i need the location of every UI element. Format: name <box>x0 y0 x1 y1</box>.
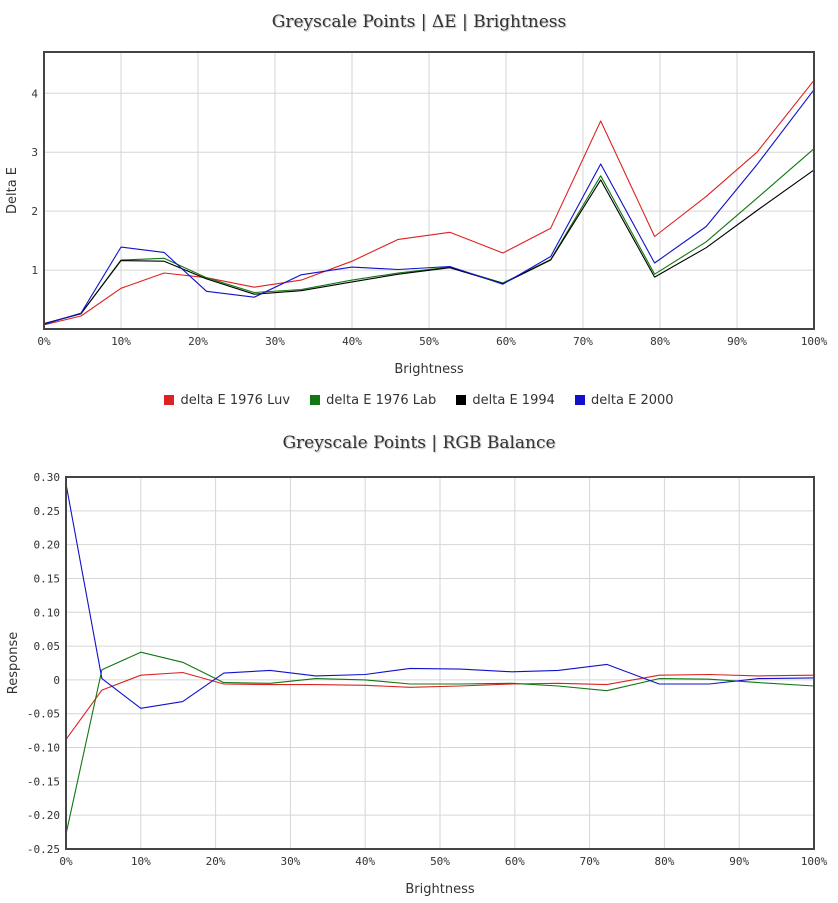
chart-title-delta-e: Greyscale Points | ΔE | Brightness <box>271 12 567 32</box>
y-tick-label: 1 <box>31 264 38 277</box>
x-tick-label: 90% <box>727 335 747 348</box>
y-tick-label: 0.20 <box>34 539 61 552</box>
y-axis-label: Delta E <box>5 167 20 214</box>
x-tick-label: 60% <box>505 855 525 868</box>
legend-swatch-luv <box>164 395 175 405</box>
x-tick-label: 80% <box>650 335 670 348</box>
series-line-2 <box>65 483 815 709</box>
series-line-0 <box>43 79 815 326</box>
x-axis-label: Brightness <box>394 362 463 377</box>
legend-swatch-lab <box>310 395 321 405</box>
y-tick-label: -0.05 <box>27 708 60 721</box>
y-tick-label: -0.15 <box>27 775 60 788</box>
x-tick-label: 20% <box>188 335 208 348</box>
x-tick-label: 90% <box>729 855 749 868</box>
y-tick-label: 0.15 <box>34 572 61 585</box>
y-tick-label: -0.10 <box>27 742 60 755</box>
y-tick-label: 0.30 <box>34 471 61 484</box>
y-tick-label: 2 <box>31 205 38 218</box>
delta-e-chart: 0% 10% 20% 30% 40% 50% 60% 70% 80% 90% 100% 1 2 3 4 Bri… <box>5 51 828 377</box>
y-tick-label: 0.25 <box>34 505 61 518</box>
legend-swatch-2000 <box>575 395 586 405</box>
x-tick-label: 70% <box>573 335 593 348</box>
legend-swatch-1994 <box>456 395 467 405</box>
x-tick-label: 10% <box>131 855 151 868</box>
x-tick-label: 100% <box>801 335 828 348</box>
x-tick-label: 40% <box>342 335 362 348</box>
x-tick-label: 60% <box>496 335 516 348</box>
series-line-1 <box>65 651 815 835</box>
legend-item-2000[interactable]: delta E 2000 <box>575 393 674 408</box>
plot-border <box>43 51 815 330</box>
x-tick-label: 0% <box>37 335 51 348</box>
x-tick-label: 30% <box>265 335 285 348</box>
y-tick-label: 0 <box>53 674 60 687</box>
x-tick-label: 100% <box>801 855 828 868</box>
legend-label-1994: delta E 1994 <box>472 393 555 408</box>
y-tick-label: 3 <box>31 146 38 159</box>
x-axis-label: Brightness <box>405 882 474 897</box>
y-tick-label: 0.10 <box>34 606 61 619</box>
x-tick-label: 30% <box>280 855 300 868</box>
y-tick-label: 0.05 <box>34 640 61 653</box>
x-tick-label: 0% <box>59 855 73 868</box>
y-axis-label: Response <box>6 632 21 694</box>
series-line-1 <box>43 148 815 325</box>
legend-label-2000: delta E 2000 <box>591 393 674 408</box>
legend-item-lab[interactable]: delta E 1976 Lab <box>310 393 436 408</box>
x-tick-label: 20% <box>206 855 226 868</box>
legend-label-luv: delta E 1976 Luv <box>180 393 291 408</box>
x-tick-label: 50% <box>430 855 450 868</box>
plot-border <box>65 476 815 850</box>
series-line-0 <box>65 671 815 740</box>
x-tick-label: 10% <box>111 335 131 348</box>
legend-item-luv[interactable]: delta E 1976 Luv <box>164 393 290 408</box>
x-tick-label: 40% <box>355 855 375 868</box>
y-tick-label: 4 <box>31 87 38 100</box>
x-tick-label: 50% <box>419 335 439 348</box>
legend: delta E 1976 Luv delta E 1976 Lab delta … <box>0 393 838 408</box>
x-tick-label: 80% <box>654 855 674 868</box>
legend-label-lab: delta E 1976 Lab <box>326 393 437 408</box>
series-line-3 <box>43 89 815 325</box>
legend-item-1994[interactable]: delta E 1994 <box>456 393 555 408</box>
chart-title-rgb-balance: Greyscale Points | RGB Balance <box>282 433 556 453</box>
series-line-2 <box>43 169 815 325</box>
x-tick-label: 70% <box>580 855 600 868</box>
y-tick-label: -0.25 <box>27 843 60 856</box>
y-tick-label: -0.20 <box>27 809 60 822</box>
